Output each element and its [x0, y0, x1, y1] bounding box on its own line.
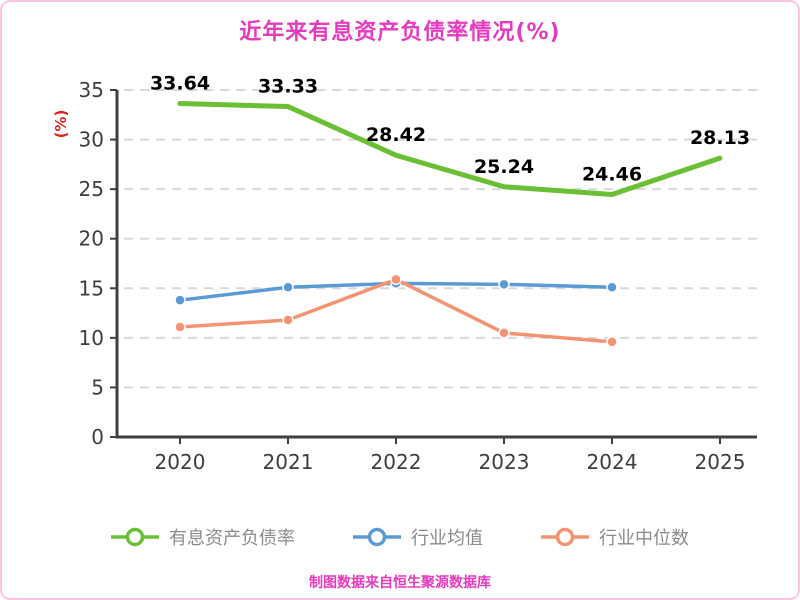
svg-text:(%): (%) — [52, 110, 70, 139]
svg-text:20: 20 — [79, 227, 104, 251]
svg-text:2025: 2025 — [695, 450, 746, 472]
svg-text:10: 10 — [79, 326, 104, 350]
svg-text:28.13: 28.13 — [690, 127, 750, 149]
svg-text:24.46: 24.46 — [582, 163, 642, 185]
footer-note: 制图数据来自恒生聚源数据库 — [309, 575, 491, 591]
legend-label: 行业均值 — [411, 528, 483, 549]
svg-text:15: 15 — [79, 276, 104, 300]
legend-line-circle-icon — [353, 527, 401, 547]
legend: 有息资产负债率 行业均值 行业中位数 — [2, 514, 798, 560]
svg-text:25.24: 25.24 — [474, 156, 534, 178]
svg-text:33.64: 33.64 — [150, 72, 210, 94]
svg-text:2024: 2024 — [587, 450, 638, 472]
svg-text:2022: 2022 — [371, 450, 422, 472]
legend-line-circle-icon — [541, 527, 589, 547]
legend-item-industry-median: 行业中位数 — [541, 524, 689, 550]
svg-text:0: 0 — [91, 425, 104, 449]
svg-text:25: 25 — [79, 177, 104, 201]
legend-line-circle-icon — [111, 527, 159, 547]
svg-text:2020: 2020 — [155, 450, 206, 472]
svg-text:2021: 2021 — [263, 450, 314, 472]
legend-item-industry-average: 行业均值 — [353, 524, 483, 550]
svg-text:28.42: 28.42 — [366, 124, 426, 146]
svg-text:30: 30 — [79, 128, 104, 152]
svg-text:2023: 2023 — [479, 450, 530, 472]
svg-text:33.33: 33.33 — [258, 76, 318, 98]
page-title: 近年来有息资产负债率情况(%) — [239, 20, 561, 45]
legend-label: 行业中位数 — [599, 528, 689, 549]
svg-text:35: 35 — [79, 78, 104, 102]
legend-item-interest-debt-ratio: 有息资产负债率 — [111, 524, 295, 550]
svg-text:5: 5 — [91, 375, 104, 399]
legend-label: 有息资产负债率 — [169, 528, 295, 549]
